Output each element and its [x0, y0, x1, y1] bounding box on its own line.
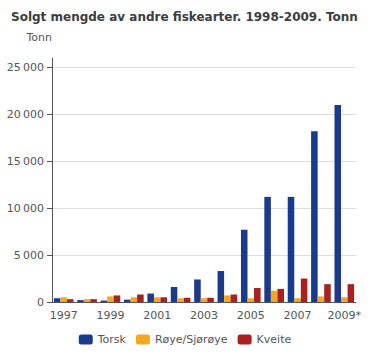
svg-text:Kveite: Kveite — [257, 333, 292, 346]
svg-text:2005: 2005 — [237, 309, 265, 322]
svg-text:10 000: 10 000 — [7, 202, 44, 215]
svg-text:2001: 2001 — [143, 309, 171, 322]
svg-text:1997: 1997 — [50, 309, 78, 322]
svg-text:2009*: 2009* — [328, 309, 362, 322]
svg-text:15 000: 15 000 — [7, 155, 44, 168]
svg-text:5 000: 5 000 — [14, 249, 44, 262]
svg-text:2007: 2007 — [284, 309, 312, 322]
svg-text:Torsk: Torsk — [97, 333, 127, 346]
svg-text:Røye/Sjørøye: Røye/Sjørøye — [155, 333, 228, 346]
svg-text:20 000: 20 000 — [7, 108, 44, 121]
svg-text:2003: 2003 — [190, 309, 218, 322]
svg-text:1999: 1999 — [96, 309, 124, 322]
svg-text:0: 0 — [37, 296, 44, 309]
svg-text:Solgt mengde av andre fiskeart: Solgt mengde av andre fiskearter. 1998-2… — [11, 10, 358, 24]
svg-text:Tonn: Tonn — [25, 31, 52, 44]
svg-text:25 000: 25 000 — [7, 61, 44, 74]
